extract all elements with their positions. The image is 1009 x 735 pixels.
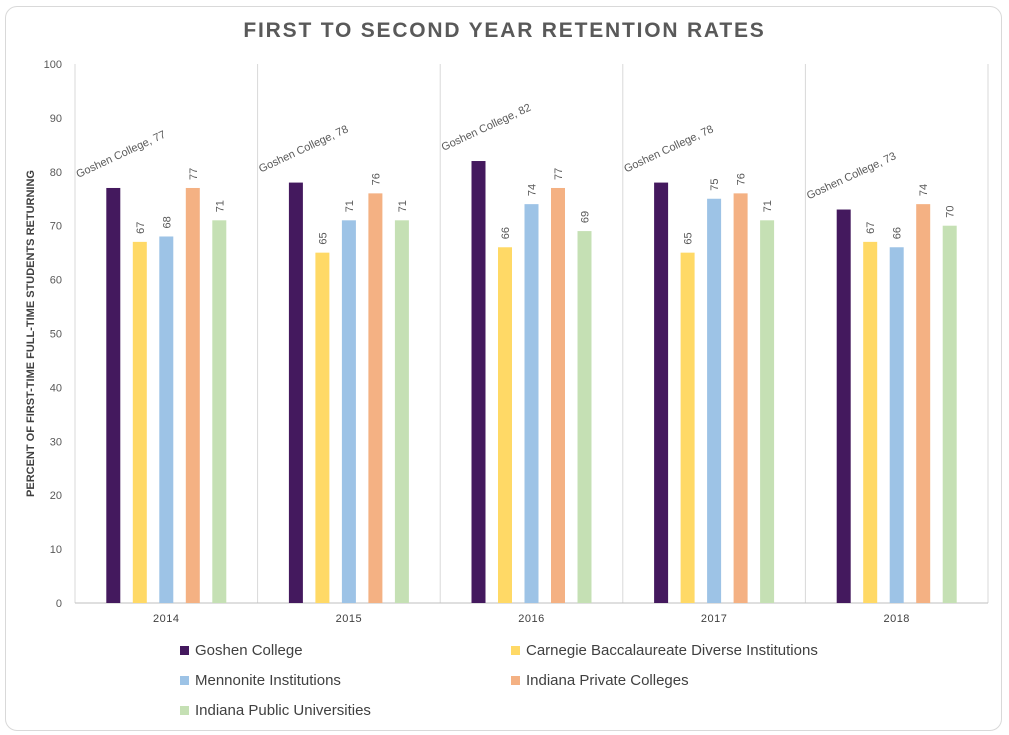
bar [577, 231, 592, 603]
legend-swatch [511, 645, 520, 655]
data-label: Goshen College, 78 [257, 123, 350, 175]
data-label: 65 [683, 232, 695, 244]
data-label: 71 [762, 200, 774, 212]
y-tick-label: 60 [50, 275, 62, 287]
bar [368, 193, 383, 604]
legend-label: Goshen College [195, 641, 303, 659]
data-label: 69 [580, 211, 592, 223]
bar [315, 252, 330, 603]
data-label: Goshen College, 82 [440, 102, 533, 154]
bar [341, 220, 356, 603]
data-label: 65 [317, 232, 329, 244]
y-tick-label: 40 [50, 382, 62, 394]
bar [498, 247, 512, 603]
data-label: 76 [370, 173, 382, 185]
legend-item: Indiana Private Colleges [511, 670, 689, 690]
data-label: 71 [214, 200, 226, 212]
bar [551, 187, 565, 603]
legend-label: Indiana Public Universities [195, 701, 371, 719]
legend-item: Goshen College [180, 640, 303, 660]
data-label: 66 [892, 227, 904, 239]
data-label: 77 [188, 168, 200, 180]
data-label: 67 [135, 222, 147, 234]
x-tick-label: 2017 [701, 613, 727, 625]
data-label: 67 [865, 222, 877, 234]
y-tick-label: 10 [50, 544, 62, 556]
bar [288, 182, 303, 603]
data-label: 77 [553, 168, 565, 180]
bar [524, 204, 539, 603]
data-label: 71 [397, 200, 409, 212]
bar [394, 220, 409, 603]
bar [185, 187, 200, 603]
x-tick-label: 2018 [883, 613, 909, 625]
bar [733, 193, 748, 604]
bar [942, 225, 957, 603]
legend-swatch [180, 705, 189, 715]
bar [680, 252, 695, 603]
data-label: 76 [736, 173, 748, 185]
legend-item: Carnegie Baccalaureate Diverse Instituti… [511, 640, 818, 660]
bar [916, 204, 931, 603]
bar [760, 220, 775, 603]
data-label: 68 [161, 216, 173, 228]
bar [212, 220, 227, 603]
legend-label: Mennonite Institutions [195, 671, 341, 689]
bar [889, 247, 904, 603]
data-label: 70 [945, 205, 957, 217]
data-label: 66 [500, 227, 512, 239]
y-tick-label: 90 [50, 113, 62, 125]
bar [106, 187, 121, 603]
legend-label: Carnegie Baccalaureate Diverse Instituti… [526, 641, 818, 659]
legend-item: Mennonite Institutions [180, 670, 341, 690]
y-tick-label: 100 [44, 59, 62, 71]
chart-title: FIRST TO SECOND YEAR RETENTION RATES [243, 19, 766, 42]
data-label: 74 [527, 184, 539, 196]
bar [159, 236, 174, 604]
data-label: Goshen College, 77 [74, 129, 167, 181]
y-tick-label: 30 [50, 436, 62, 448]
y-tick-label: 70 [50, 221, 62, 233]
data-label: 71 [344, 200, 356, 212]
legend-item: Indiana Public Universities [180, 700, 371, 720]
data-label: Goshen College, 73 [805, 150, 898, 202]
bar [132, 241, 147, 603]
data-label: Goshen College, 78 [622, 123, 715, 175]
x-tick-label: 2016 [518, 613, 544, 625]
legend-swatch [180, 645, 189, 655]
y-tick-label: 50 [50, 329, 62, 341]
data-label: 74 [918, 184, 930, 196]
x-tick-label: 2015 [336, 613, 362, 625]
bar [707, 198, 722, 603]
legend-label: Indiana Private Colleges [526, 671, 689, 689]
bar [836, 209, 851, 603]
x-tick-label: 2014 [153, 613, 179, 625]
y-tick-label: 20 [50, 490, 62, 502]
y-tick-label: 80 [50, 167, 62, 179]
legend-swatch [511, 675, 520, 685]
bar [863, 241, 878, 603]
legend-swatch [180, 675, 189, 685]
y-tick-label: 0 [56, 598, 62, 610]
data-label: 75 [709, 179, 721, 191]
bar [471, 161, 486, 603]
bar [654, 182, 669, 603]
y-axis-title: PERCENT OF FIRST-TIME FULL-TIME STUDENTS… [25, 170, 37, 497]
